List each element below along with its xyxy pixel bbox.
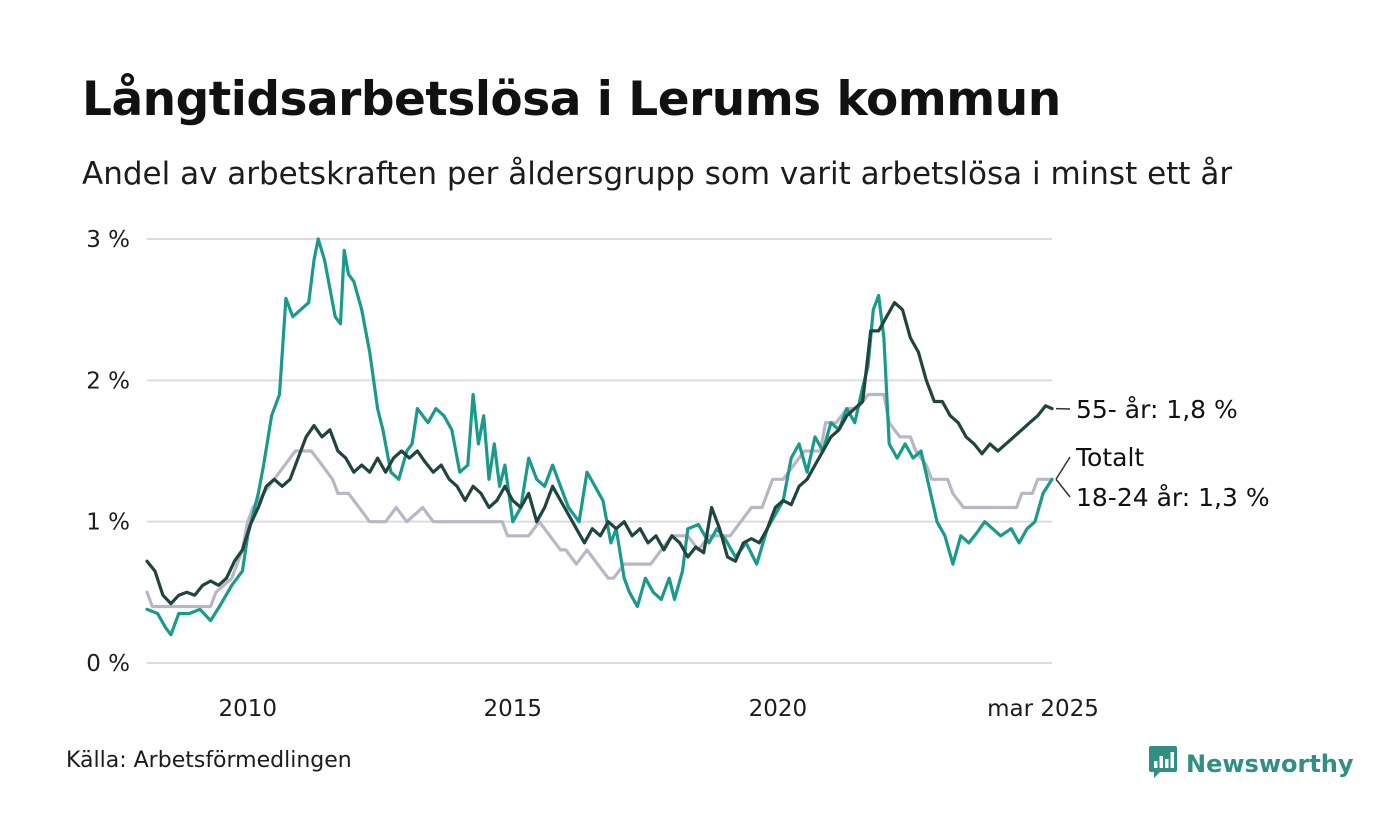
newsworthy-logo-icon — [1148, 744, 1178, 784]
label-leader-line — [1055, 456, 1071, 480]
series-line — [145, 301, 1054, 606]
chart-subtitle: Andel av arbetskraften per åldersgrupp s… — [82, 156, 1233, 192]
series-end-label: 55- år: 1,8 % — [1076, 395, 1238, 424]
x-axis-tick-labels: 2010 2015 2020 mar 2025 — [218, 696, 1098, 722]
series-end-label: 18-24 år: 1,3 % — [1076, 483, 1270, 512]
source-note: Källa: Arbetsförmedlingen — [66, 748, 352, 773]
chart-title: Långtidsarbetslösa i Lerums kommun — [82, 72, 1061, 127]
y-tick-label: 0 % — [86, 651, 130, 677]
series-lines — [145, 237, 1054, 637]
y-axis-tick-labels: 0 % 1 % 2 % 3 % — [86, 227, 130, 677]
series-line — [145, 392, 1054, 609]
gridlines — [147, 238, 1052, 664]
series-end-label: Totalt — [1075, 443, 1144, 472]
y-tick-label: 3 % — [86, 227, 130, 253]
x-tick-label: 2015 — [484, 696, 543, 722]
y-tick-label: 1 % — [86, 510, 130, 536]
series-end-labels: Totalt 18-24 år: 1,3 % 55- år: 1,8 % — [1055, 395, 1270, 512]
series-line — [145, 237, 1054, 637]
label-leader-line — [1055, 478, 1071, 498]
x-tick-label: 2020 — [749, 696, 808, 722]
brand-name: Newsworthy — [1186, 750, 1354, 778]
x-tick-label: 2010 — [218, 696, 277, 722]
y-tick-label: 2 % — [86, 368, 130, 394]
brand-logo[interactable]: Newsworthy — [1148, 744, 1354, 784]
x-tick-label: mar 2025 — [987, 696, 1099, 722]
